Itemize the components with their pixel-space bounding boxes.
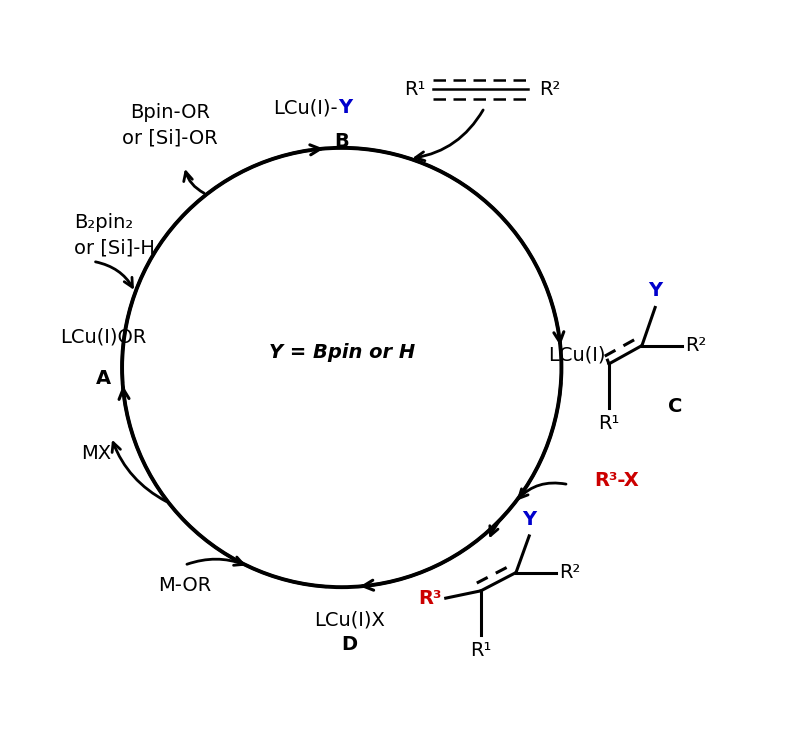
Text: Y: Y: [338, 98, 352, 117]
Text: LCu(I)-: LCu(I)-: [274, 98, 338, 117]
Text: Bpin-OR: Bpin-OR: [130, 103, 210, 122]
Text: Y: Y: [648, 281, 662, 300]
Text: C: C: [668, 397, 682, 416]
Text: A: A: [96, 369, 112, 388]
Text: M-OR: M-OR: [158, 576, 211, 595]
Text: R²: R²: [559, 563, 581, 582]
Text: or [Si]-H: or [Si]-H: [75, 239, 156, 258]
Text: R²: R²: [539, 80, 561, 98]
Text: R¹: R¹: [470, 641, 491, 659]
Text: B: B: [334, 132, 349, 151]
Text: Y: Y: [522, 509, 536, 528]
Text: B₂pin₂: B₂pin₂: [75, 213, 134, 232]
Text: R³: R³: [418, 589, 441, 608]
Text: LCu(I)X: LCu(I)X: [314, 611, 384, 630]
Text: R¹: R¹: [598, 414, 619, 433]
Text: D: D: [341, 635, 357, 653]
Text: LCu(I): LCu(I): [548, 345, 605, 365]
Text: R¹: R¹: [405, 80, 426, 98]
Text: or [Si]-OR: or [Si]-OR: [122, 129, 218, 148]
Text: Y = Bpin or H: Y = Bpin or H: [269, 343, 415, 362]
Text: R³-X: R³-X: [594, 471, 639, 490]
Text: R²: R²: [685, 336, 707, 355]
Text: LCu(I)OR: LCu(I)OR: [61, 328, 147, 347]
Text: MX: MX: [82, 445, 112, 463]
